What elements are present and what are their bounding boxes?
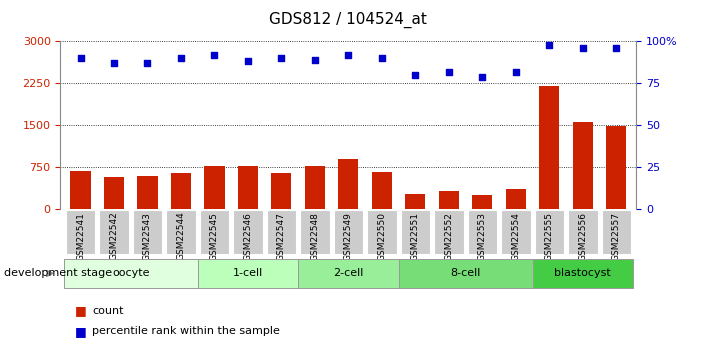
Bar [338, 158, 358, 209]
Bar [205, 166, 225, 209]
Bar [100, 210, 129, 254]
Bar [267, 210, 296, 254]
Bar [272, 173, 292, 209]
Text: GSM22551: GSM22551 [411, 212, 420, 261]
Point [75, 55, 86, 61]
Point [242, 59, 254, 64]
Text: GSM22549: GSM22549 [344, 212, 353, 260]
Point [410, 72, 421, 78]
Text: GSM22557: GSM22557 [611, 212, 621, 261]
Text: GSM22541: GSM22541 [76, 212, 85, 260]
Text: ■: ■ [75, 304, 87, 317]
Text: count: count [92, 306, 124, 315]
Point [476, 74, 488, 79]
Text: GSM22550: GSM22550 [378, 212, 386, 261]
Bar [533, 259, 633, 288]
Point [343, 52, 354, 58]
Text: GSM22544: GSM22544 [176, 212, 186, 260]
Bar [367, 210, 397, 254]
Bar [305, 166, 325, 209]
Text: GSM22542: GSM22542 [109, 212, 119, 260]
Bar [501, 210, 530, 254]
Bar [300, 210, 330, 254]
Text: GSM22552: GSM22552 [444, 212, 454, 260]
Text: GSM22553: GSM22553 [478, 212, 487, 261]
Bar [64, 259, 198, 288]
Bar [468, 210, 497, 254]
Bar [333, 210, 363, 254]
Text: GSM22556: GSM22556 [578, 212, 587, 261]
Bar [233, 210, 262, 254]
Bar [405, 194, 425, 209]
Bar [606, 126, 626, 209]
Text: oocyte: oocyte [112, 268, 149, 278]
Bar [137, 176, 158, 209]
Point [376, 55, 387, 61]
Point [577, 45, 589, 51]
Point [176, 55, 187, 61]
Point [141, 60, 153, 66]
Bar [70, 171, 90, 209]
Bar [66, 210, 95, 254]
Bar [399, 259, 533, 288]
Bar [133, 210, 162, 254]
Bar [472, 195, 492, 209]
Text: GSM22543: GSM22543 [143, 212, 152, 260]
Text: GDS812 / 104524_at: GDS812 / 104524_at [269, 11, 427, 28]
Text: GSM22554: GSM22554 [511, 212, 520, 260]
Text: blastocyst: blastocyst [555, 268, 611, 278]
Point [443, 69, 454, 74]
Text: 1-cell: 1-cell [232, 268, 263, 278]
Point [611, 45, 622, 51]
Bar [573, 122, 593, 209]
Bar [200, 210, 229, 254]
Point [108, 60, 119, 66]
Bar [539, 86, 560, 209]
Point [309, 57, 321, 62]
Text: percentile rank within the sample: percentile rank within the sample [92, 326, 280, 336]
Bar [166, 210, 196, 254]
Text: 8-cell: 8-cell [450, 268, 481, 278]
Bar [506, 189, 526, 209]
Text: 2-cell: 2-cell [333, 268, 363, 278]
Bar [104, 177, 124, 209]
Bar [298, 259, 399, 288]
Text: GSM22547: GSM22547 [277, 212, 286, 260]
Bar [568, 210, 597, 254]
Bar [535, 210, 564, 254]
Text: GSM22548: GSM22548 [311, 212, 319, 260]
Point [209, 52, 220, 58]
Bar [372, 172, 392, 209]
Point [510, 69, 521, 74]
Text: development stage: development stage [4, 268, 112, 278]
Text: ■: ■ [75, 325, 87, 338]
Bar [434, 210, 464, 254]
Bar [400, 210, 430, 254]
Text: GSM22555: GSM22555 [545, 212, 554, 261]
Bar [439, 191, 459, 209]
Bar [238, 166, 258, 209]
Bar [171, 173, 191, 209]
Bar [602, 210, 631, 254]
Text: GSM22545: GSM22545 [210, 212, 219, 260]
Text: GSM22546: GSM22546 [243, 212, 252, 260]
Point [544, 42, 555, 48]
Bar [198, 259, 298, 288]
Point [276, 55, 287, 61]
